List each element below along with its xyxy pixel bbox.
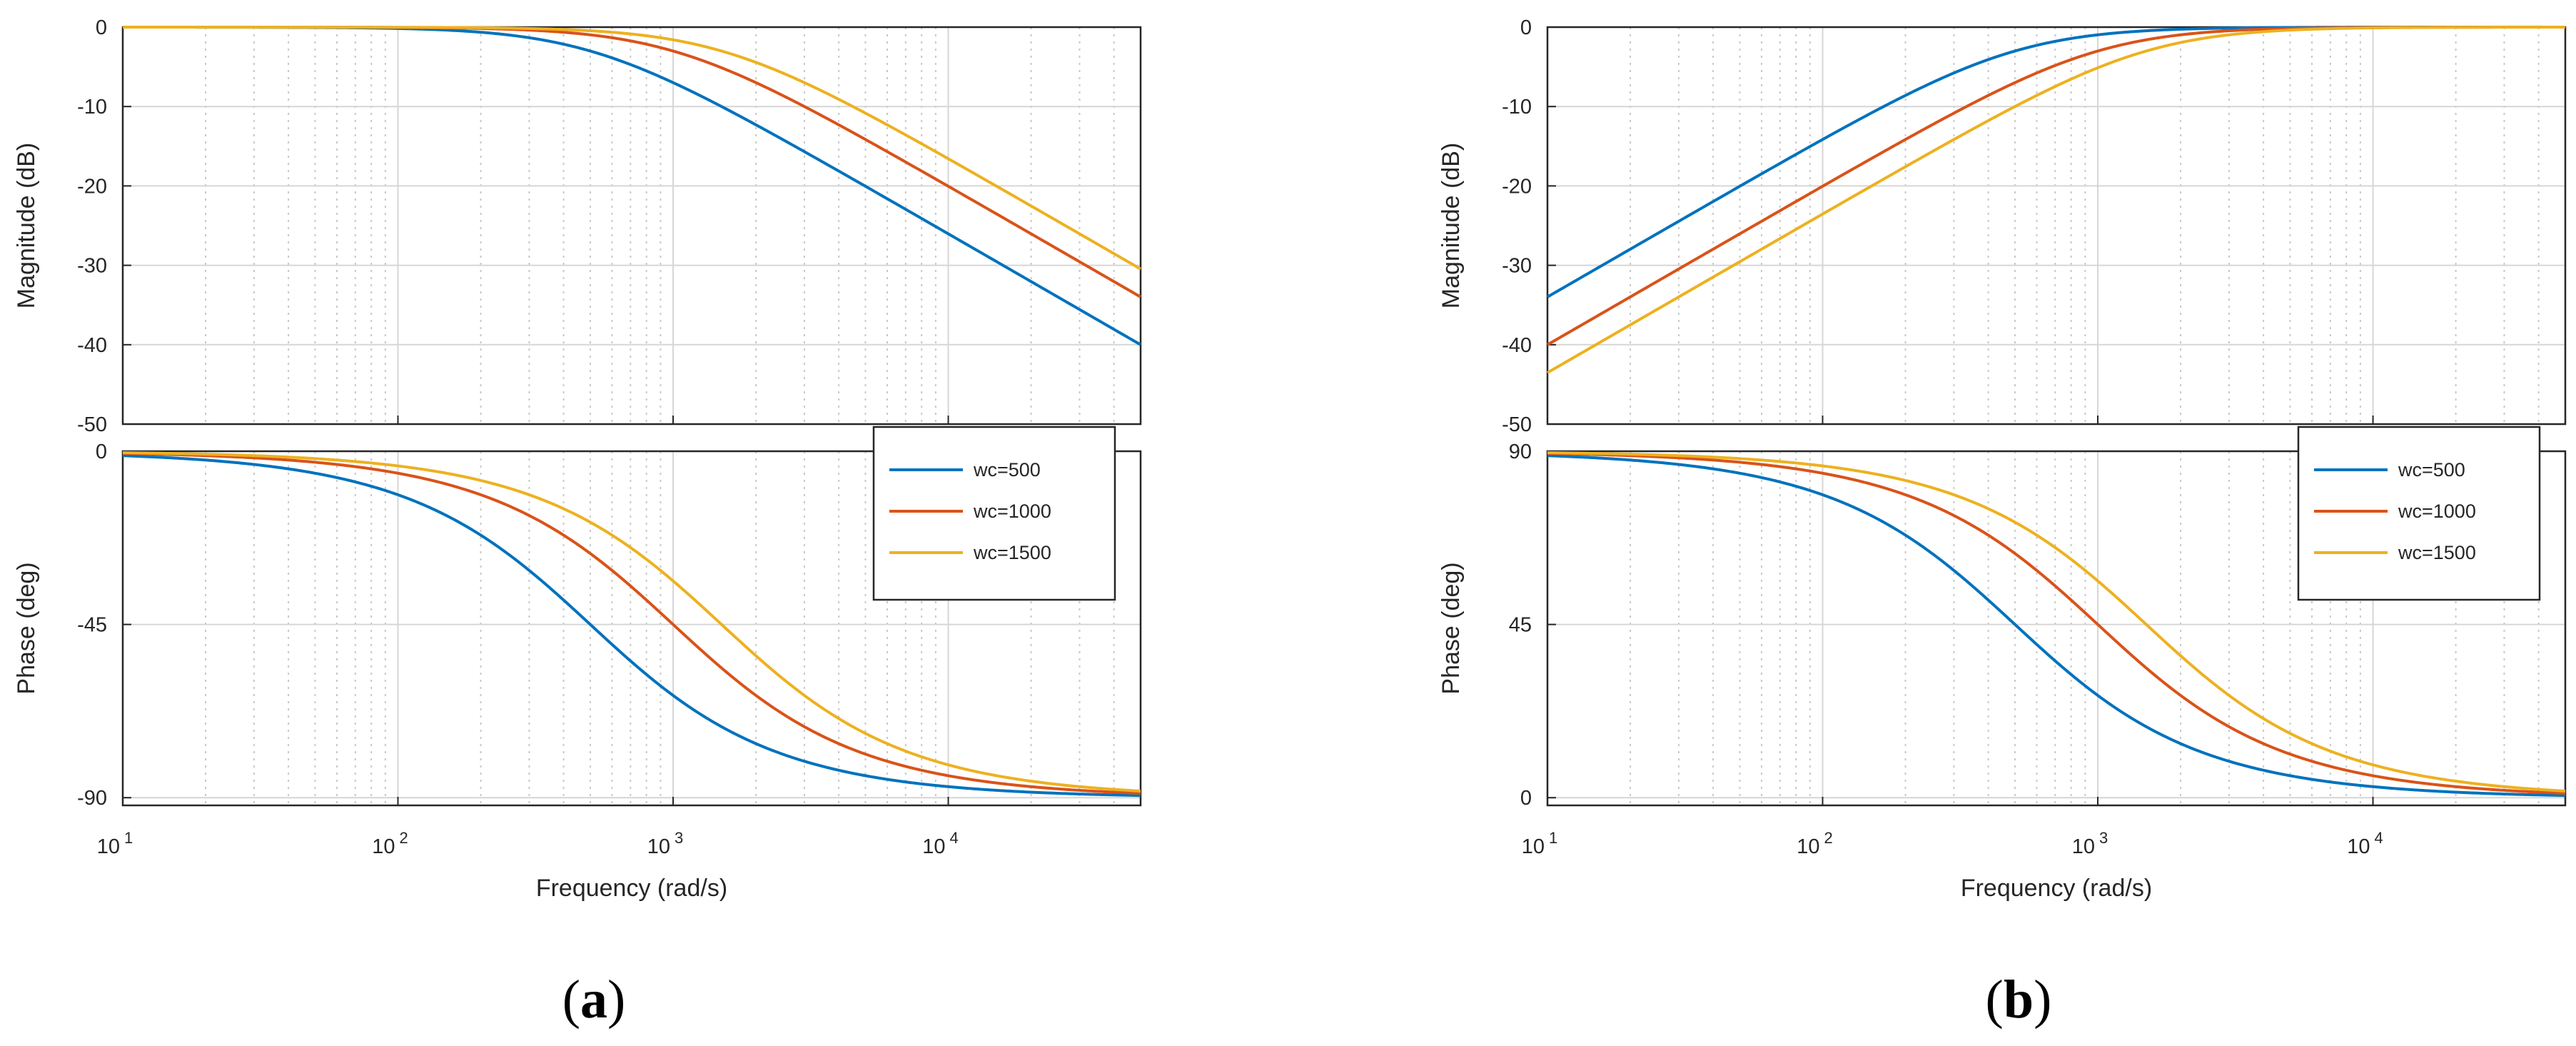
- magnitude-axes-border: [1546, 26, 2567, 426]
- phase-line-wc-1500: [1547, 451, 2566, 793]
- xtick-exponent: 2: [1824, 829, 1833, 847]
- magnitude-ytick-label: -30: [1502, 255, 1532, 278]
- xlabel: Frequency (rad/s): [536, 875, 727, 902]
- panel-b: 0 -10 -20 -30 -40 -50 Magnitude (dB) 90 45 0 Phase…: [1438, 16, 2567, 1030]
- legend: wc=500 wc=1000 wc=1500: [2297, 426, 2541, 601]
- phase-axes-border: [1546, 450, 2567, 807]
- xtick-exponent: 2: [400, 829, 408, 847]
- caption: (a): [562, 970, 626, 1030]
- phase-ytick-label: 45: [1509, 614, 1532, 637]
- xtick-exponent: 4: [2375, 829, 2383, 847]
- phase-ytick-label: 90: [1509, 441, 1532, 463]
- phase-axes: 90 45 0 Phase (deg): [1438, 441, 2567, 810]
- phase-ytick-label: -90: [77, 787, 107, 810]
- phase-ylabel: Phase (deg): [1438, 562, 1465, 694]
- magnitude-ylabel: Magnitude (dB): [1438, 143, 1465, 308]
- legend-box: [2297, 426, 2541, 601]
- xtick-base: 10: [372, 835, 395, 858]
- phase-line-wc-1000: [122, 452, 1141, 795]
- magnitude-plot-area: [1547, 27, 2565, 424]
- caption: (b): [1986, 970, 2052, 1030]
- xtick-base: 10: [2072, 835, 2095, 858]
- magnitude-ytick-label: -10: [77, 96, 107, 119]
- phase-line-wc-500: [122, 454, 1141, 798]
- magnitude-ytick-label: 0: [96, 16, 107, 39]
- magnitude-ytick-label: -40: [1502, 334, 1532, 357]
- magnitude-axes: 0 -10 -20 -30 -40 -50 Magnitude (dB): [13, 16, 1142, 436]
- magnitude-ytick-label: -20: [1502, 175, 1532, 198]
- phase-ytick-label: 0: [96, 441, 107, 463]
- xtick-base: 10: [1797, 835, 1819, 858]
- magnitude-axes-border: [121, 26, 1142, 426]
- magnitude-line-wc-1500: [1547, 26, 2565, 374]
- xtick-base: 10: [922, 835, 945, 858]
- xtick-base: 10: [647, 835, 670, 858]
- magnitude-ytick-label: 0: [1520, 16, 1532, 39]
- phase-line-wc-1000: [1547, 452, 2566, 795]
- legend-label: wc=1000: [2398, 501, 2476, 522]
- xtick-label: 10 3: [647, 829, 684, 858]
- magnitude-ytick-label: -50: [1502, 413, 1532, 436]
- legend: wc=500 wc=1000 wc=1500: [872, 426, 1116, 601]
- phase-line-wc-1500: [122, 451, 1141, 793]
- magnitude-ytick-label: -10: [1502, 96, 1532, 119]
- legend-label: wc=500: [2398, 459, 2465, 481]
- xtick-label: 10 1: [97, 829, 133, 858]
- phase-ytick-label: -45: [77, 614, 107, 637]
- magnitude-ytick-label: -20: [77, 175, 107, 198]
- magnitude-axes: 0 -10 -20 -30 -40 -50 Magnitude (dB): [1438, 16, 2567, 436]
- magnitude-plot-area: [123, 27, 1141, 424]
- xtick-label: 10 4: [2347, 829, 2383, 858]
- legend-label: wc=1000: [973, 501, 1051, 522]
- legend-label: wc=500: [973, 459, 1041, 481]
- xtick-exponent: 3: [675, 829, 683, 847]
- xtick-label: 10 2: [1797, 829, 1833, 858]
- magnitude-ylabel: Magnitude (dB): [13, 143, 40, 308]
- caption-letter: a: [580, 970, 607, 1030]
- xlabel: Frequency (rad/s): [1961, 875, 2152, 902]
- phase-axes-border: [121, 450, 1142, 807]
- caption-open: (: [562, 970, 580, 1030]
- legend-label: wc=1500: [973, 542, 1051, 563]
- caption-letter: b: [2004, 970, 2034, 1030]
- phase-ytick-label: 0: [1520, 787, 1532, 810]
- phase-line-wc-500: [1547, 454, 2566, 798]
- xtick-base: 10: [97, 835, 120, 858]
- xtick-base: 10: [2347, 835, 2370, 858]
- xtick-exponent: 3: [2099, 829, 2108, 847]
- legend-label: wc=1500: [2398, 542, 2476, 563]
- magnitude-line-wc-1500: [123, 26, 1141, 271]
- legend-box: [872, 426, 1116, 601]
- xtick-label: 10 3: [2072, 829, 2108, 858]
- xtick-exponent: 4: [950, 829, 959, 847]
- xtick-label: 10 4: [922, 829, 959, 858]
- xtick-exponent: 1: [1549, 829, 1557, 847]
- xtick-base: 10: [1522, 835, 1545, 858]
- caption-open: (: [1986, 970, 2004, 1030]
- xtick-label: 10 2: [372, 829, 408, 858]
- magnitude-ytick-label: -50: [77, 413, 107, 436]
- phase-ylabel: Phase (deg): [13, 562, 40, 694]
- caption-close: ): [607, 970, 625, 1030]
- magnitude-ytick-label: -30: [77, 255, 107, 278]
- magnitude-ytick-label: -40: [77, 334, 107, 357]
- xtick-label: 10 1: [1522, 829, 1558, 858]
- xtick-exponent: 1: [124, 829, 133, 847]
- caption-close: ): [2034, 970, 2051, 1030]
- panel-a: 0 -10 -20 -30 -40 -50 Magnitude (dB) 0 -45 -90 Pha…: [13, 16, 1142, 1030]
